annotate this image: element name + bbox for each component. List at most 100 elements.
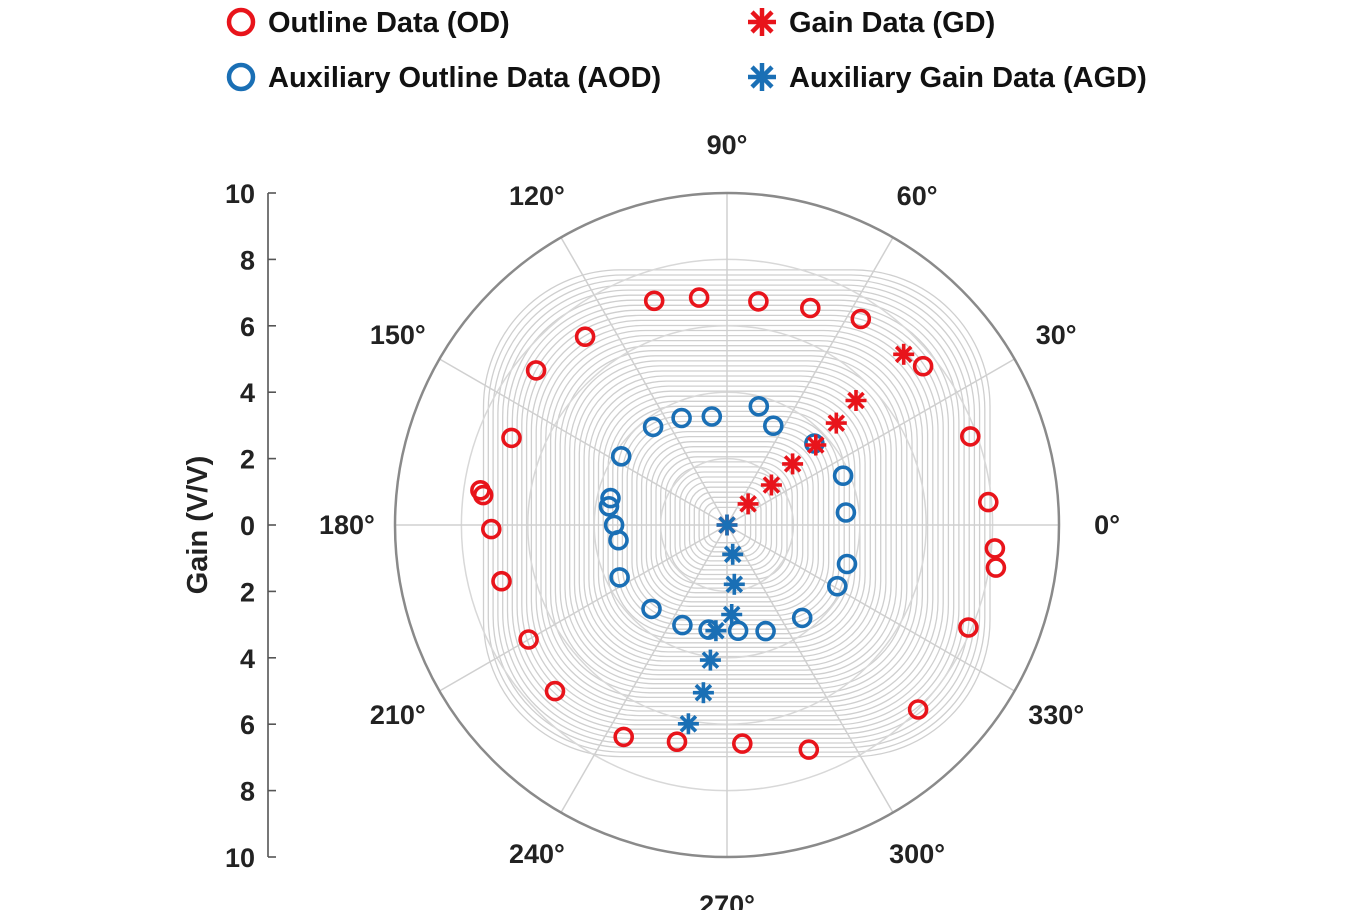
angle-label: 0°	[1094, 510, 1120, 540]
legend-marker-agd	[748, 63, 776, 91]
legend-item-od: Outline Data (OD)	[226, 7, 510, 39]
data-point-circle	[672, 614, 693, 636]
y-axis-label: Gain (V/V)	[182, 456, 214, 595]
data-point-circle	[574, 326, 596, 348]
data-point-circle	[544, 680, 566, 702]
data-point-asterisk	[845, 390, 867, 411]
data-point-circle	[762, 415, 784, 437]
radial-tick-label: 0	[240, 511, 255, 541]
legend-label-gd: Gain Data (GD)	[789, 7, 995, 39]
contour-ring	[482, 269, 991, 758]
data-point-circle	[688, 287, 710, 308]
data-point-circle	[598, 495, 620, 517]
grid-spoke	[560, 237, 728, 526]
angle-labels: 0° 30° 60° 90° 120° 150° 180° 210° 240° 270° 300° 3…	[319, 130, 1120, 910]
polar-grid	[393, 191, 1061, 859]
legend-item-gd: Gain Data (GD)	[748, 7, 995, 39]
data-point-circle	[977, 491, 999, 513]
grid-spoke	[439, 358, 728, 526]
asterisk-stroke	[739, 495, 757, 513]
asterisk-stroke	[725, 575, 744, 594]
contour-ring	[497, 284, 976, 744]
data-point-circle	[525, 360, 547, 381]
radial-tick-label: 10	[225, 843, 255, 873]
angle-label: 120°	[509, 181, 565, 211]
data-point-circle	[835, 502, 857, 523]
data-point-asterisk	[722, 543, 744, 565]
grid-spoke	[439, 524, 728, 692]
angle-label: 30°	[1036, 320, 1077, 350]
asterisk-stroke	[722, 605, 741, 624]
legend-label-aod: Auxiliary Outline Data (AOD)	[268, 62, 661, 94]
data-point-circle	[480, 518, 502, 540]
data-point-circle	[798, 739, 820, 760]
asterisk-stroke	[783, 455, 802, 473]
data-point-circle	[832, 465, 854, 487]
data-point-circle	[643, 290, 665, 312]
legend-item-agd: Auxiliary Gain Data (AGD)	[748, 62, 1147, 94]
contour-ring	[521, 309, 950, 721]
radial-tick-label: 10	[225, 179, 255, 209]
legend: Outline Data (OD) Gain Data (GD) Auxilia…	[226, 7, 1147, 94]
data-point-circle	[472, 484, 494, 506]
contour-ring	[573, 365, 892, 671]
data-point-asterisk	[705, 620, 727, 642]
contour-ring	[674, 471, 783, 576]
contour-ring	[549, 339, 918, 694]
data-point-circle	[826, 575, 848, 597]
data-point-circle	[912, 355, 934, 377]
angle-label: 330°	[1028, 700, 1084, 730]
data-point-circle	[791, 607, 813, 629]
data-point-asterisk	[721, 604, 743, 625]
data-point-circle	[491, 570, 512, 592]
series-auxiliary-outline-data-aod	[598, 395, 858, 642]
contour-ring	[559, 350, 908, 685]
contour-ring	[679, 476, 778, 571]
outer-circle	[393, 191, 1061, 859]
data-point-circle	[501, 427, 522, 449]
data-point-asterisk	[760, 474, 782, 496]
asterisk-stroke	[847, 391, 865, 410]
data-point-asterisk	[692, 682, 714, 704]
contour-ring	[540, 329, 929, 703]
data-point-circle	[984, 538, 1006, 559]
radial-tick-label: 2	[240, 445, 255, 475]
contour-ring	[554, 345, 913, 689]
angle-label: 90°	[707, 130, 748, 160]
series-gain-data-gd	[716, 343, 915, 536]
data-point-asterisk	[782, 453, 804, 475]
asterisk-stroke	[723, 545, 742, 564]
legend-label-od: Outline Data (OD)	[268, 7, 510, 39]
data-point-asterisk	[737, 493, 759, 515]
data-point-circle	[958, 617, 979, 638]
contour-ring	[597, 390, 866, 649]
data-point-circle	[666, 731, 688, 753]
asterisk-stroke	[894, 345, 913, 364]
data-point-circle	[671, 407, 692, 429]
data-point-circle	[748, 291, 769, 312]
asterisk-stroke	[679, 715, 698, 733]
contour-ring	[530, 319, 939, 712]
series-outline-data-od	[470, 287, 1007, 760]
data-point-circle	[610, 445, 632, 467]
asterisk-stroke	[827, 414, 846, 432]
angle-label: 300°	[889, 839, 945, 869]
contour-ring	[569, 360, 897, 676]
data-point-asterisk	[805, 434, 827, 456]
contour-ring	[650, 446, 809, 598]
angle-label: 60°	[897, 181, 938, 211]
contour-ring	[578, 370, 887, 667]
radial-tick-label: 4	[240, 378, 255, 408]
grid-spoke	[726, 524, 1015, 692]
data-point-circle	[613, 726, 635, 748]
data-point-circle	[642, 416, 664, 438]
data-point-asterisk	[716, 514, 738, 536]
data-point-circle	[985, 557, 1007, 578]
data-point-circle	[799, 297, 821, 319]
data-point-circle	[959, 426, 981, 447]
series-auxiliary-gain-data-agd	[677, 514, 745, 735]
contour-ring	[583, 375, 882, 662]
legend-marker-gd	[748, 8, 776, 36]
data-point-circle	[641, 598, 662, 620]
data-point-circle	[850, 308, 872, 330]
